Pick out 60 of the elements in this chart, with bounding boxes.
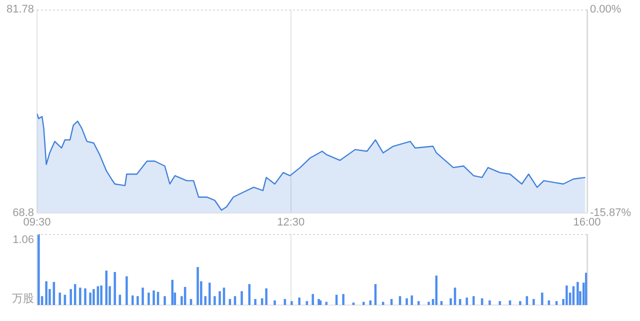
bar — [204, 296, 207, 305]
y2-tick-label: 0.00% — [590, 4, 622, 16]
y-tick-label: 81.78 — [6, 4, 34, 16]
bar — [576, 282, 579, 305]
bar — [214, 296, 216, 305]
bar — [532, 298, 535, 305]
bar — [58, 292, 61, 305]
bar — [306, 301, 308, 305]
bar — [440, 301, 443, 305]
bar — [298, 298, 300, 305]
bar — [218, 291, 221, 305]
bar — [240, 291, 243, 305]
text: 1.06 — [12, 234, 34, 246]
bar — [335, 294, 338, 305]
bar — [519, 301, 522, 305]
x-tick-label: 16:00 — [573, 216, 601, 228]
bar — [498, 301, 501, 305]
bar — [526, 296, 528, 305]
bar — [136, 296, 139, 305]
bar — [417, 301, 420, 305]
bar — [410, 295, 413, 305]
bar — [555, 301, 558, 305]
bar — [566, 286, 568, 305]
bar — [84, 288, 86, 305]
bar — [541, 292, 544, 305]
bar — [265, 288, 268, 305]
bar — [585, 272, 587, 305]
bar — [152, 290, 155, 305]
bar — [428, 302, 430, 305]
y2-tick-label: -15.87% — [590, 206, 632, 219]
x-tick-label: 12:30 — [277, 216, 305, 228]
y-tick-label: 68.8 — [12, 206, 34, 219]
bar — [89, 292, 92, 305]
bar — [126, 276, 128, 305]
bar — [100, 286, 102, 305]
bar — [254, 298, 256, 305]
bar — [312, 294, 314, 305]
bar — [118, 294, 122, 305]
bar — [45, 281, 48, 305]
y-axis-title: 万股 — [12, 293, 34, 306]
bar — [114, 272, 116, 305]
bar — [290, 301, 293, 305]
bar — [148, 292, 150, 305]
x-tick-label: 09:30 — [23, 216, 51, 228]
bar — [466, 298, 468, 305]
bar — [142, 288, 144, 305]
bar — [79, 288, 82, 305]
bar — [450, 298, 452, 305]
bar — [70, 289, 72, 305]
bar — [234, 296, 236, 305]
bar — [196, 267, 199, 305]
bar — [398, 296, 402, 305]
bar — [274, 300, 276, 305]
bar — [342, 294, 344, 305]
bar — [406, 298, 408, 305]
bar — [64, 294, 66, 305]
bar — [164, 296, 166, 305]
bar — [472, 296, 475, 305]
bar — [92, 289, 95, 305]
bar — [488, 300, 491, 305]
